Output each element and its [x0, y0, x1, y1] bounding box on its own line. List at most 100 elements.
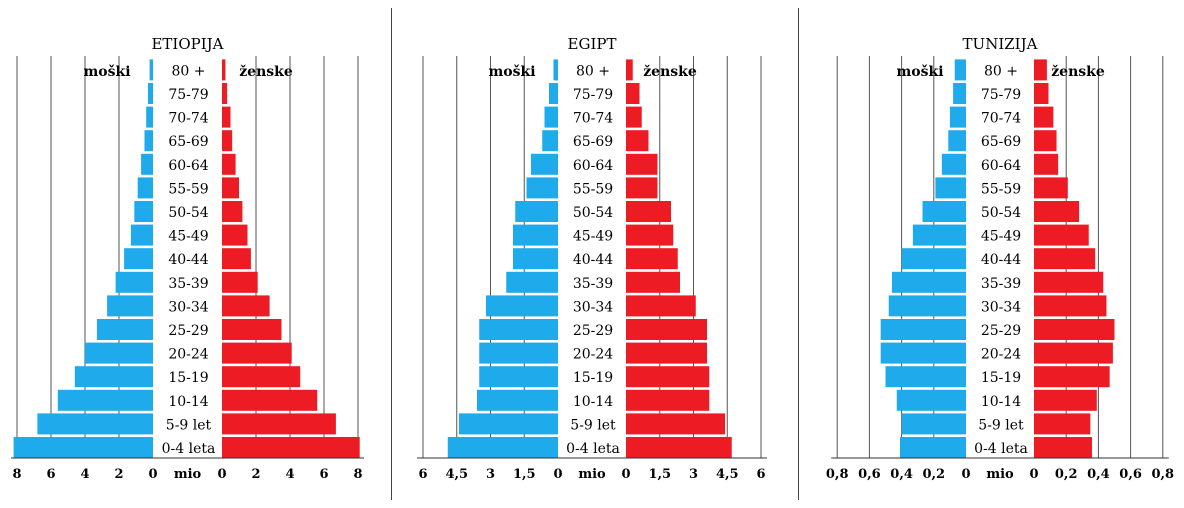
age-group-label: 0-4 leta — [566, 441, 620, 457]
bar-female — [626, 130, 649, 152]
age-group-label: 80 + — [576, 63, 610, 79]
tick-label-right: 2 — [251, 467, 260, 482]
bar-female — [626, 271, 680, 293]
bar-female — [626, 201, 671, 222]
bar-male — [137, 177, 153, 199]
age-group-label: 60-64 — [573, 158, 613, 174]
tick-label-right: 8 — [353, 467, 362, 482]
bar-female — [626, 366, 710, 388]
bar-female — [222, 106, 231, 128]
bar-female — [222, 130, 233, 152]
bar-female — [222, 177, 239, 199]
age-group-label: 55-59 — [981, 181, 1021, 197]
bar-female — [222, 319, 282, 340]
bar-female — [626, 224, 674, 246]
bar-female — [1034, 224, 1089, 246]
age-group-label: 50-54 — [168, 205, 208, 221]
bar-female — [1034, 342, 1113, 364]
age-group-label: 45-49 — [981, 229, 1021, 245]
bar-male — [479, 342, 558, 364]
tick-label-left: 4 — [80, 467, 89, 482]
age-group-label: 15-19 — [573, 370, 613, 386]
bar-male — [954, 59, 966, 81]
bar-male — [553, 59, 558, 81]
bar-female — [1034, 59, 1047, 81]
right-series-label: ženske — [239, 64, 293, 80]
bar-female — [1034, 437, 1092, 458]
tick-label-left: 8 — [12, 467, 21, 482]
bar-female — [626, 248, 678, 270]
age-group-label: 35-39 — [168, 276, 208, 292]
tick-label-left: 2 — [114, 467, 123, 482]
bar-female — [1034, 366, 1110, 388]
bar-female — [1034, 130, 1057, 152]
left-series-label: moški — [488, 64, 535, 80]
age-group-label: 55-59 — [573, 181, 613, 197]
bar-male — [479, 366, 558, 388]
bar-male — [13, 437, 153, 458]
bar-male — [37, 413, 153, 435]
age-group-label: 70-74 — [573, 111, 613, 127]
bar-female — [1034, 83, 1049, 104]
bar-male — [901, 248, 966, 270]
bar-female — [222, 413, 336, 435]
tick-label-left: 0 — [961, 467, 970, 482]
bar-male — [146, 106, 153, 128]
bar-male — [549, 83, 558, 104]
bar-female — [626, 342, 707, 364]
bar-female — [1034, 153, 1059, 175]
bar-female — [222, 271, 258, 293]
bar-female — [626, 59, 633, 81]
age-group-label: 35-39 — [573, 276, 613, 292]
bar-male — [107, 295, 153, 317]
age-group-label: 75-79 — [981, 87, 1021, 103]
age-group-label: 60-64 — [168, 158, 208, 174]
bar-female — [222, 248, 251, 270]
bar-female — [222, 59, 226, 81]
age-group-label: 80 + — [172, 63, 206, 79]
age-group-label: 40-44 — [168, 252, 208, 268]
tick-label-right: 3 — [689, 467, 698, 482]
tick-label-right: 0,2 — [1055, 467, 1078, 482]
left-series-label: moški — [896, 64, 943, 80]
chart-title: EGIPT — [568, 35, 617, 53]
bar-female — [626, 295, 696, 317]
pyramid-panel-2: EGIPT 0-4 leta 5-9 let 10-14 15-19 20-24 25-29… — [417, 35, 767, 482]
bar-female — [1034, 271, 1104, 293]
age-group-label: 45-49 — [168, 229, 208, 245]
bar-female — [222, 201, 243, 222]
tick-label-right: 0,6 — [1119, 467, 1142, 482]
bar-male — [880, 319, 966, 340]
age-group-label: 50-54 — [573, 205, 613, 221]
age-group-label: 20-24 — [981, 347, 1021, 363]
left-series-label: moški — [83, 64, 130, 80]
bar-female — [1034, 413, 1091, 435]
bar-male — [544, 106, 558, 128]
bar-female — [222, 83, 228, 104]
age-group-label: 0-4 leta — [162, 441, 216, 457]
bar-male — [922, 201, 966, 222]
bar-male — [74, 366, 153, 388]
tick-label-left: 4,5 — [445, 467, 468, 482]
age-group-label: 30-34 — [981, 299, 1021, 315]
age-group-label: 50-54 — [981, 205, 1021, 221]
age-group-label: 35-39 — [981, 276, 1021, 292]
bar-female — [222, 437, 360, 458]
bar-male — [901, 413, 966, 435]
bar-female — [222, 295, 270, 317]
bar-male — [896, 389, 966, 411]
bar-male — [526, 177, 558, 199]
bar-male — [899, 437, 966, 458]
bar-female — [626, 319, 707, 340]
age-group-label: 10-14 — [573, 394, 613, 410]
bar-male — [515, 201, 558, 222]
tick-label-right: 0 — [1029, 467, 1038, 482]
bar-male — [147, 83, 153, 104]
age-group-label: 20-24 — [573, 347, 613, 363]
bar-male — [935, 177, 966, 199]
age-group-label: 75-79 — [168, 87, 208, 103]
age-group-label: 10-14 — [168, 394, 208, 410]
bar-female — [1034, 248, 1096, 270]
bar-male — [542, 130, 558, 152]
bar-male — [130, 224, 153, 246]
